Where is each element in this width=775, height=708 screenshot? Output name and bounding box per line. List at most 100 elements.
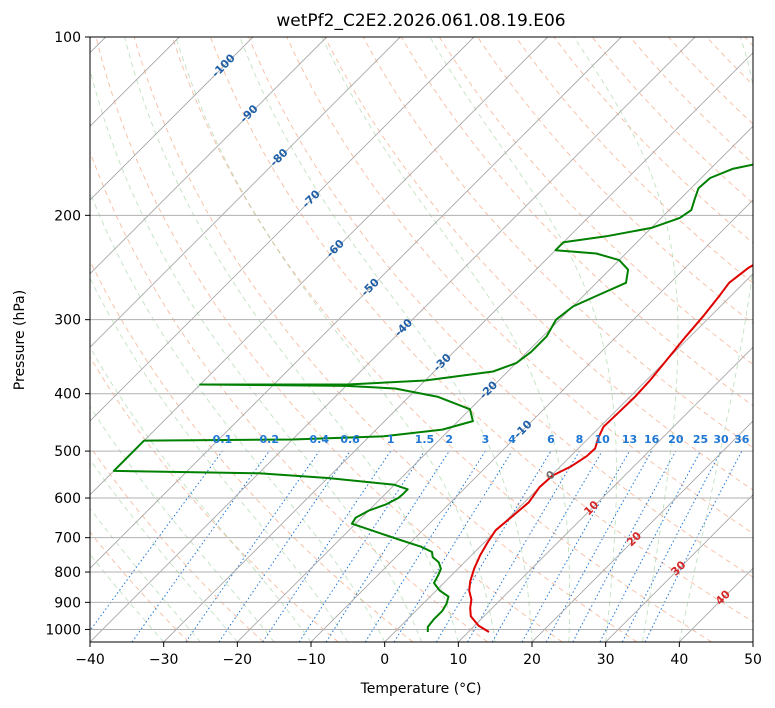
isotherm-line	[90, 37, 401, 348]
y-axis: 100 200 300 400 500 600 700 800 900 1000	[45, 30, 90, 638]
isotherm-line	[90, 37, 549, 496]
mixing-ratio-label: 10	[594, 433, 610, 446]
x-tick-label: −20	[223, 652, 253, 668]
dry-adiabat	[439, 37, 753, 365]
profile-line	[112, 163, 753, 632]
moist-adiabat	[573, 37, 679, 642]
mixing-ratio-line	[364, 450, 486, 642]
x-axis-label: Temperature (°C)	[360, 681, 482, 697]
mixing-ratio-label: 0.1	[213, 433, 233, 446]
mixing-ratio-label: 3	[482, 433, 490, 446]
isotherm-line	[384, 273, 753, 642]
isotherm-line	[90, 37, 254, 201]
x-tick-label: 30	[597, 652, 615, 668]
isotherm-label: -20	[477, 378, 500, 401]
profile-series	[112, 163, 753, 633]
mixing-ratio-label: 20	[668, 433, 684, 446]
moist-adiabat	[90, 190, 386, 642]
mixing-ratio-label: 36	[734, 433, 750, 446]
isotherm-line	[531, 420, 753, 642]
x-tick-label: −30	[149, 652, 179, 668]
isotherm-line	[90, 37, 475, 422]
mixing-ratio-line	[393, 450, 513, 642]
profile-line	[468, 264, 753, 633]
mixing-ratio-line	[262, 450, 392, 642]
x-tick-label: 10	[449, 652, 467, 668]
moist-adiabat	[90, 277, 349, 642]
dry-adiabat	[210, 37, 753, 623]
isotherm-line	[457, 346, 753, 642]
x-axis: −40 −30 −20 −10 0 10 20 30 40 50	[75, 642, 762, 668]
mixing-ratio-line	[298, 450, 425, 642]
mixing-ratio-line	[218, 450, 351, 642]
dry-adiabat	[744, 37, 753, 47]
isotherm-label: 40	[713, 587, 733, 607]
isotherm-line	[236, 125, 753, 642]
mixing-ratio-label: 2	[445, 433, 453, 446]
isotherm-line	[605, 494, 753, 642]
x-tick-label: 20	[523, 652, 541, 668]
dry-adiabat	[95, 37, 563, 642]
x-tick-label: 50	[744, 652, 762, 668]
mixing-ratio-label: 6	[547, 433, 555, 446]
mixing-ratio-label: 1	[387, 433, 395, 446]
moist-adiabat	[124, 37, 459, 642]
isotherm-label: -90	[237, 102, 260, 125]
mixing-ratio-line	[545, 450, 653, 642]
plot-frame	[89, 36, 754, 643]
isotherm-line	[90, 37, 622, 569]
moist-adiabat	[321, 37, 571, 642]
isotherm-line	[163, 52, 753, 642]
x-tick-label: −40	[75, 652, 105, 668]
pressure-gridlines	[90, 37, 753, 630]
mixing-ratio-line	[521, 450, 630, 642]
chart-title: wetPf2_C2E2.2026.061.08.19.E06	[276, 11, 565, 31]
dry-adiabat	[515, 37, 753, 284]
moist-adiabat	[90, 553, 165, 642]
dry-adiabat	[90, 259, 414, 642]
isotherm-label: 0	[543, 468, 558, 483]
dry-adiabat	[90, 445, 264, 642]
isotherm-label: -80	[267, 146, 290, 169]
x-tick-label: 0	[380, 652, 389, 668]
isotherm-line	[310, 199, 753, 642]
isotherm-line	[752, 641, 753, 642]
isotherm-line	[90, 37, 328, 275]
dry-adiabat	[90, 356, 339, 642]
mixing-ratio-label: 25	[693, 433, 708, 446]
dry-adiabat	[90, 150, 488, 642]
mixing-ratio-line	[185, 450, 320, 642]
y-tick-label: 1000	[45, 622, 81, 638]
moist-adiabat	[678, 37, 753, 642]
mixing-ratio-line	[90, 450, 223, 632]
mixing-ratio-label: 30	[713, 433, 729, 446]
dry-adiabats	[90, 37, 753, 642]
mixing-ratio-label: 0.4	[310, 433, 330, 446]
mixing-ratio-line	[644, 450, 743, 642]
y-tick-label: 900	[54, 595, 81, 611]
mixing-ratio-line	[435, 450, 552, 642]
y-tick-label: 200	[54, 208, 81, 224]
mixing-ratio-line	[325, 450, 450, 642]
y-tick-label: 400	[54, 387, 81, 403]
mixing-ratio-lines	[90, 450, 743, 642]
mixing-ratio-label: 13	[622, 433, 637, 446]
isotherm-line	[678, 567, 753, 642]
mixing-ratio-label: 0.2	[260, 433, 280, 446]
y-tick-label: 700	[54, 531, 81, 547]
x-tick-label: −10	[296, 652, 326, 668]
y-tick-label: 600	[54, 491, 81, 507]
moist-adiabat	[90, 405, 275, 642]
y-tick-label: 800	[54, 565, 81, 581]
isotherm-label: -60	[324, 237, 347, 260]
moist-adiabat	[239, 37, 533, 642]
y-tick-label: 300	[54, 313, 81, 329]
mixing-ratio-label: 4	[508, 433, 516, 446]
moist-adiabat	[90, 458, 238, 642]
mixing-ratio-label: 0.6	[340, 433, 360, 446]
isotherm-label: 20	[624, 529, 644, 549]
dry-adiabat	[324, 37, 753, 491]
y-tick-label: 100	[54, 30, 81, 46]
mixing-ratio-label: 8	[576, 433, 584, 446]
